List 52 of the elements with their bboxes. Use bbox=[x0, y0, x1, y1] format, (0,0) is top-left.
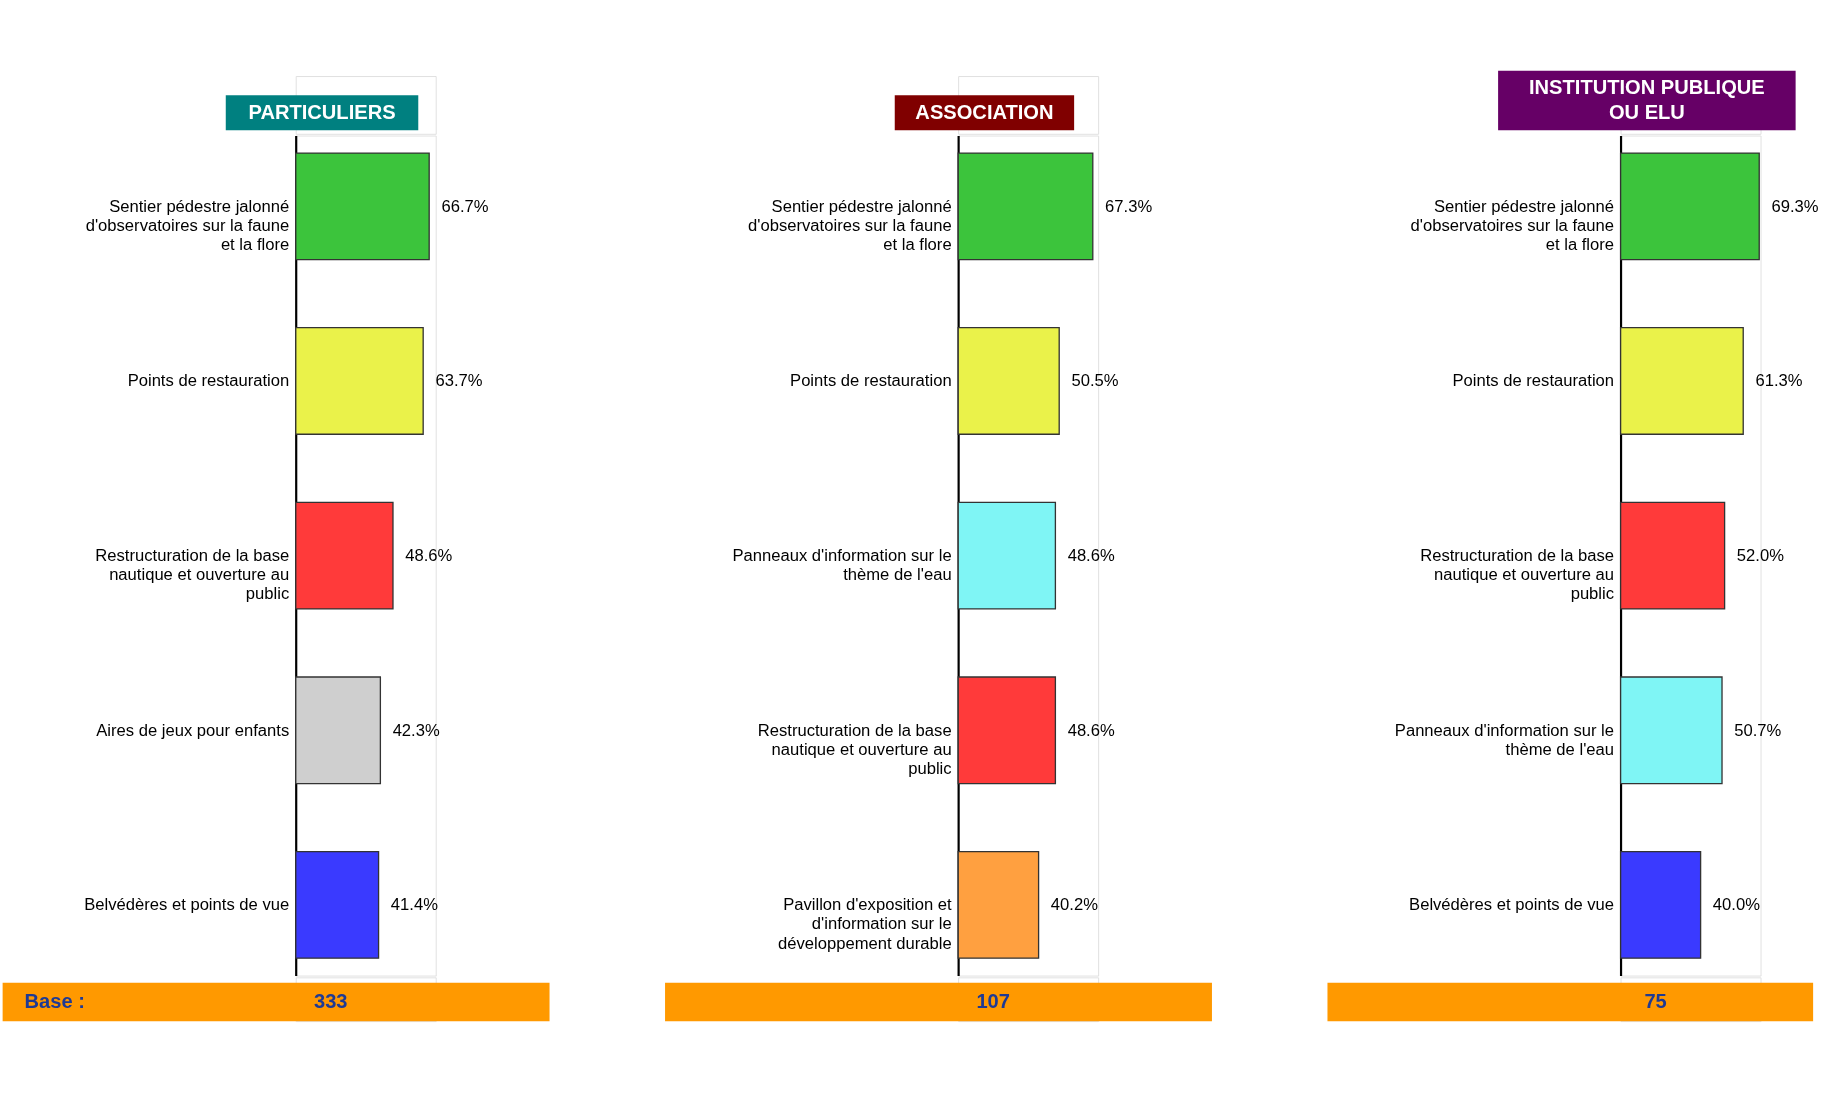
bar bbox=[295, 152, 430, 261]
bar bbox=[957, 850, 1040, 959]
y-tick-label: Panneaux d'information sur le thème de l'eau bbox=[1394, 720, 1615, 759]
data-label: 66.7% bbox=[441, 196, 489, 216]
text: 75 bbox=[1644, 990, 1667, 1013]
bar bbox=[957, 676, 1057, 785]
bar bbox=[957, 152, 1094, 261]
text: 333 bbox=[313, 990, 348, 1013]
data-label: 48.6% bbox=[405, 545, 453, 565]
bar bbox=[295, 327, 424, 435]
data-label: 48.6% bbox=[1067, 545, 1115, 565]
y-tick-label: Belvédères et points de vue bbox=[84, 895, 290, 915]
text: 107 bbox=[976, 990, 1010, 1013]
y-tick-label: Sentier pédestre jalonné d'observatoires sur la faune et la flore bbox=[748, 196, 952, 255]
data-label: 40.2% bbox=[1050, 895, 1099, 915]
bar bbox=[295, 850, 380, 959]
y-tick-label: Sentier pédestre jalonné d'observatoires sur la faune et la flore bbox=[85, 196, 290, 255]
bar bbox=[1619, 152, 1760, 261]
bar bbox=[1619, 501, 1726, 610]
data-label: 63.7% bbox=[435, 371, 483, 391]
data-label: 42.3% bbox=[392, 720, 440, 740]
data-label: 52.0% bbox=[1736, 545, 1785, 565]
bar bbox=[1619, 676, 1723, 785]
y-tick-label: Restructuration de la base nautique et ouverture au public bbox=[757, 720, 952, 779]
text: Base : bbox=[24, 990, 85, 1013]
y-tick-label: Points de restauration bbox=[790, 371, 952, 391]
y-tick-label: Points de restauration bbox=[127, 371, 290, 391]
y-tick-label: Pavillon d'exposition et d'information sur le développement durable bbox=[778, 895, 953, 953]
data-label: 67.3% bbox=[1105, 196, 1153, 216]
y-tick-label: Points de restauration bbox=[1452, 371, 1615, 391]
bar bbox=[957, 501, 1057, 610]
chart-title: ASSOCIATION bbox=[915, 100, 1054, 123]
data-label: 69.3% bbox=[1771, 196, 1819, 216]
y-tick-label: Sentier pédestre jalonné d'observatoires sur la faune et la flore bbox=[1410, 196, 1615, 255]
data-label: 50.7% bbox=[1734, 720, 1782, 740]
y-tick-label: Restructuration de la base nautique et ouverture au public bbox=[95, 545, 290, 604]
bar bbox=[295, 501, 394, 610]
data-label: 40.0% bbox=[1712, 895, 1761, 915]
bar bbox=[1619, 327, 1744, 435]
data-label: 50.5% bbox=[1071, 371, 1119, 391]
bar bbox=[1619, 850, 1702, 959]
data-label: 48.6% bbox=[1067, 720, 1115, 740]
bar bbox=[957, 327, 1060, 435]
data-label: 61.3% bbox=[1755, 371, 1803, 391]
y-tick-label: Belvédères et points de vue bbox=[1409, 895, 1615, 915]
chart-title: PARTICULIERS bbox=[248, 100, 396, 123]
y-tick-label: Aires de jeux pour enfants bbox=[96, 720, 290, 740]
data-label: 41.4% bbox=[390, 895, 439, 915]
y-tick-label: Restructuration de la base nautique et ouverture au public bbox=[1420, 545, 1615, 604]
y-tick-label: Panneaux d'information sur le thème de l'eau bbox=[732, 545, 952, 585]
chart-title: INSTITUTION PUBLIQUE OU ELU bbox=[1529, 76, 1765, 123]
bar bbox=[295, 676, 382, 785]
